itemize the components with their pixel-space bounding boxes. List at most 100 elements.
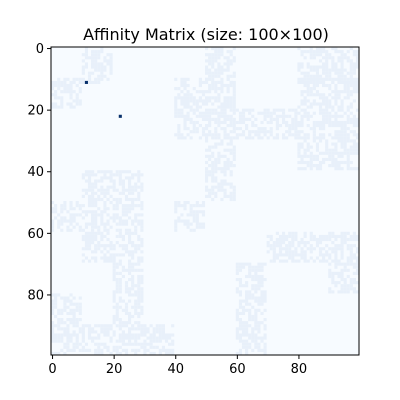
heatmap-cell — [254, 124, 258, 128]
heatmap-cell — [263, 108, 267, 112]
heatmap-cell — [325, 117, 329, 121]
heatmap-cell — [337, 108, 341, 112]
heatmap-cell — [121, 336, 125, 340]
heatmap-cell — [223, 99, 227, 103]
heatmap-cell — [205, 173, 209, 177]
heatmap-cell — [69, 333, 73, 337]
heatmap-cell — [346, 136, 350, 140]
heatmap-cell — [334, 157, 338, 162]
heatmap-cell — [103, 204, 107, 208]
heatmap-cell — [334, 124, 338, 128]
heatmap-cell — [340, 108, 344, 112]
heatmap-cell — [285, 247, 289, 251]
heatmap-cell — [155, 345, 159, 349]
heatmap-cell — [241, 108, 246, 112]
heatmap-cell — [346, 139, 350, 143]
heatmap-cell — [306, 259, 310, 263]
affinity-block — [81, 231, 144, 263]
heatmap-cell — [232, 96, 236, 100]
heatmap-cell — [254, 290, 258, 294]
heatmap-cell — [109, 170, 113, 174]
heatmap-cell — [325, 145, 329, 149]
heatmap-cell — [312, 157, 316, 162]
heatmap-cell — [355, 145, 360, 149]
heatmap-cell — [118, 327, 122, 331]
heatmap-cell — [306, 114, 310, 118]
heatmap-cell — [340, 114, 344, 118]
heatmap-cell — [91, 182, 95, 186]
heatmap-cell — [137, 197, 141, 202]
heatmap-cell — [128, 293, 132, 297]
heatmap-cell — [198, 80, 202, 85]
heatmap-cell — [220, 83, 224, 88]
heatmap-cell — [112, 213, 116, 217]
heatmap-cell — [131, 250, 135, 254]
heatmap-cell — [201, 130, 206, 134]
heatmap-cell — [57, 311, 61, 316]
heatmap-cell — [346, 244, 350, 248]
heatmap-cell — [223, 96, 227, 100]
heatmap-cell — [331, 56, 335, 60]
heatmap-cell — [223, 111, 227, 115]
heatmap-cell — [63, 342, 67, 346]
heatmap-cell — [137, 305, 141, 309]
heatmap-cell — [303, 241, 307, 245]
heatmap-cell — [355, 120, 360, 125]
heatmap-cell — [60, 311, 64, 316]
heatmap-cell — [346, 160, 350, 165]
heatmap-cell — [69, 80, 73, 85]
heatmap-cell — [205, 148, 209, 152]
heatmap-cell — [152, 345, 156, 349]
heatmap-cell — [69, 222, 73, 226]
heatmap-cell — [340, 262, 344, 266]
heatmap-cell — [131, 204, 135, 208]
heatmap-cell — [282, 253, 286, 257]
heatmap-cell — [251, 318, 255, 322]
heatmap-cell — [226, 90, 230, 94]
heatmap-cell — [334, 151, 338, 155]
heatmap-cell — [226, 124, 230, 128]
heatmap-cell — [235, 271, 239, 275]
heatmap-cell — [118, 262, 122, 266]
heatmap-cell — [334, 142, 338, 146]
heatmap-cell — [349, 253, 353, 257]
heatmap-cell — [205, 90, 209, 94]
heatmap-cell — [223, 120, 227, 125]
heatmap-cell — [131, 241, 135, 245]
heatmap-cell — [57, 351, 61, 356]
heatmap-cell — [315, 154, 320, 158]
heatmap-cell — [60, 318, 64, 322]
heatmap-cell — [118, 259, 122, 263]
heatmap-cell — [131, 222, 135, 226]
heatmap-cell — [103, 259, 107, 263]
heatmap-cell — [87, 210, 92, 214]
heatmap-cell — [318, 96, 323, 100]
heatmap-cell — [251, 108, 255, 112]
heatmap-cell — [84, 170, 89, 174]
heatmap-cell — [278, 114, 283, 118]
heatmap-cell — [195, 204, 199, 208]
heatmap-cell — [128, 253, 132, 257]
heatmap-cell — [337, 167, 341, 171]
heatmap-cell — [51, 311, 55, 316]
heatmap-cell — [118, 299, 122, 303]
heatmap-cell — [128, 191, 132, 195]
heatmap-cell — [220, 185, 224, 189]
heatmap-cell — [214, 74, 218, 78]
heatmap-cell — [349, 74, 353, 78]
heatmap-cell — [355, 108, 360, 112]
heatmap-cell — [263, 348, 267, 352]
heatmap-cell — [94, 330, 98, 334]
heatmap-cell — [303, 71, 307, 75]
heatmap-cell — [245, 274, 249, 279]
heatmap-cell — [124, 244, 129, 248]
heatmap-cell — [343, 262, 347, 266]
heatmap-cell — [297, 133, 301, 137]
affinity-block — [51, 201, 144, 232]
heatmap-cell — [318, 247, 323, 251]
heatmap-cell — [318, 160, 323, 165]
heatmap-cell — [131, 268, 135, 272]
heatmap-cell — [257, 336, 261, 340]
heatmap-cell — [241, 339, 246, 343]
heatmap-cell — [248, 111, 252, 115]
